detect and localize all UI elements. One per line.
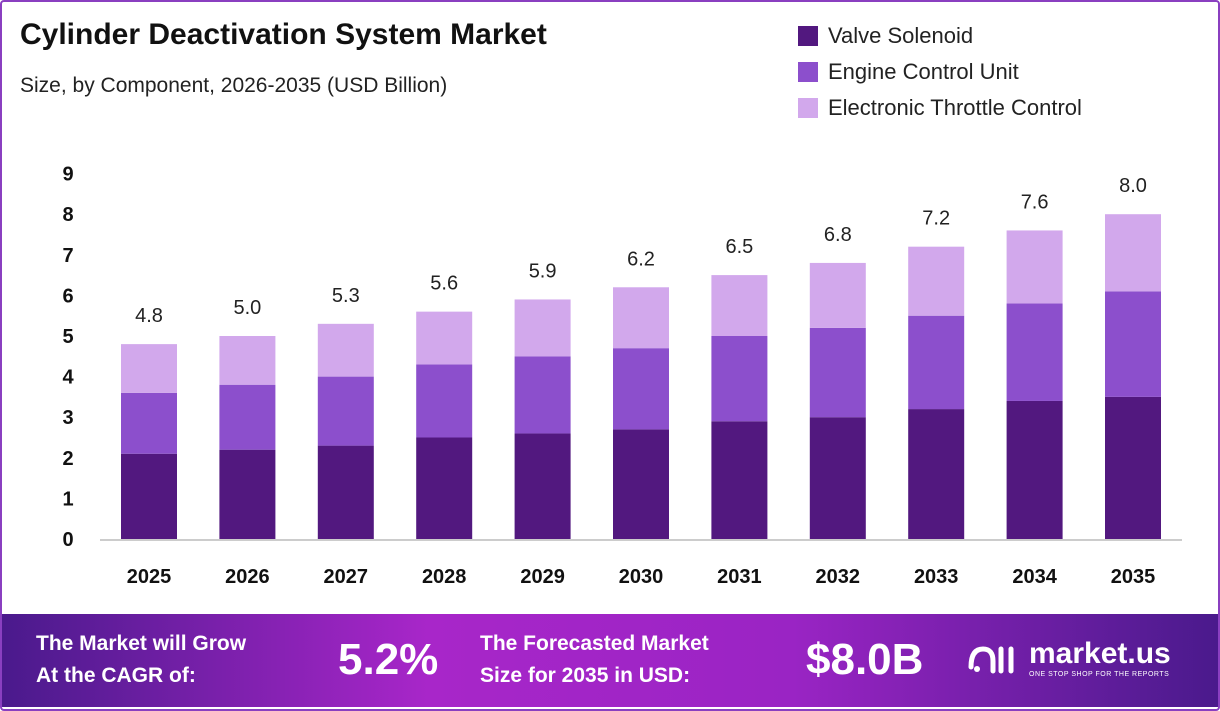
bar-segment-electronic-throttle-control	[1105, 214, 1161, 292]
y-tick-label: 2	[62, 448, 73, 470]
bar-total-label: 6.2	[627, 248, 655, 270]
x-tick-label: 2031	[717, 566, 762, 588]
legend: Valve Solenoid Engine Control Unit Elect…	[798, 18, 1082, 126]
cagr-value: 5.2%	[338, 635, 439, 684]
legend-label: Engine Control Unit	[828, 59, 1019, 84]
y-tick-label: 0	[62, 529, 73, 551]
bar-segment-valve-solenoid	[908, 409, 965, 539]
bar-total-label: 7.6	[1021, 191, 1049, 213]
stacked-bar-chart: 0 1 2 3 4 5 6 7 8 9 4.8 2025 5.0 2026 5.3 2027 5.6 2028 5.…	[62, 164, 1182, 588]
bar-total-label: 7.2	[922, 208, 950, 230]
y-tick-label: 9	[62, 164, 73, 186]
bar-segment-valve-solenoid	[809, 417, 866, 539]
forecast-label-line: The Forecasted Market	[480, 632, 709, 655]
chart-title: Cylinder Deactivation System Market	[20, 18, 547, 51]
bar-segment-engine-control-unit	[613, 348, 669, 430]
y-tick-label: 6	[62, 285, 73, 307]
y-tick-label: 4	[62, 367, 74, 389]
bar-total-label: 6.8	[824, 224, 852, 246]
bar-total-label: 8.0	[1119, 175, 1147, 197]
bar-segment-electronic-throttle-control	[613, 287, 669, 349]
legend-swatch	[798, 62, 818, 82]
bar-segment-valve-solenoid	[514, 433, 571, 539]
bar-segment-electronic-throttle-control	[317, 323, 374, 377]
market-us-logo: market.us ONE STOP SHOP FOR THE REPORTS	[967, 638, 1171, 679]
logo-tagline: ONE STOP SHOP FOR THE REPORTS	[1029, 671, 1170, 678]
bar-segment-electronic-throttle-control	[121, 344, 177, 393]
bar-segment-engine-control-unit	[1105, 291, 1161, 397]
bar-segment-valve-solenoid	[613, 429, 669, 539]
bar-total-label: 5.0	[233, 297, 261, 319]
bar-segment-engine-control-unit	[219, 384, 276, 450]
bar-segment-electronic-throttle-control	[1006, 230, 1063, 304]
bar-segment-engine-control-unit	[1006, 303, 1063, 401]
bar-segment-valve-solenoid	[416, 437, 473, 539]
bar-total-label: 5.3	[332, 285, 360, 307]
y-tick-label: 5	[62, 326, 73, 348]
bar-segment-electronic-throttle-control	[711, 275, 768, 336]
bar-segment-engine-control-unit	[908, 315, 965, 410]
bar-total-label: 5.9	[529, 260, 557, 282]
x-tick-label: 2030	[619, 566, 664, 588]
forecast-label-line: Size for 2035 in USD:	[480, 664, 691, 687]
cagr-label-line: At the CAGR of:	[36, 664, 196, 687]
bar-segment-electronic-throttle-control	[908, 246, 965, 316]
footer-banner: The Market will Grow At the CAGR of: 5.2%…	[2, 614, 1218, 707]
x-tick-label: 2034	[1012, 566, 1057, 588]
x-tick-label: 2027	[324, 566, 369, 588]
legend-item-valve-solenoid: Valve Solenoid	[798, 18, 1082, 54]
bar-segment-engine-control-unit	[809, 327, 866, 418]
legend-swatch	[798, 26, 818, 46]
x-tick-label: 2025	[127, 566, 172, 588]
bar-total-label: 6.5	[725, 236, 753, 258]
x-tick-label: 2035	[1111, 566, 1156, 588]
forecast-label: The Forecasted Market Size for 2035 in US…	[480, 628, 709, 692]
bar-total-label: 5.6	[430, 273, 458, 295]
legend-item-engine-control-unit: Engine Control Unit	[798, 54, 1082, 90]
bar-segment-electronic-throttle-control	[219, 336, 276, 385]
cagr-label-line: The Market will Grow	[36, 632, 247, 655]
bar-segment-engine-control-unit	[514, 356, 571, 434]
x-tick-label: 2029	[520, 566, 565, 588]
bar-segment-engine-control-unit	[711, 336, 768, 422]
bar-segment-valve-solenoid	[711, 421, 768, 539]
bar-segment-electronic-throttle-control	[514, 299, 571, 357]
x-tick-label: 2028	[422, 566, 467, 588]
bar-segment-valve-solenoid	[121, 453, 177, 539]
legend-item-electronic-throttle-control: Electronic Throttle Control	[798, 90, 1082, 126]
legend-label: Electronic Throttle Control	[828, 95, 1082, 120]
x-tick-label: 2026	[225, 566, 270, 588]
bar-segment-engine-control-unit	[121, 392, 177, 454]
legend-label: Valve Solenoid	[828, 23, 974, 48]
y-tick-label: 1	[62, 488, 73, 510]
bar-total-label: 4.8	[135, 305, 163, 327]
bar-segment-valve-solenoid	[1006, 400, 1063, 539]
market-us-logo-icon	[968, 645, 1014, 673]
logo-name: market.us	[1029, 637, 1171, 670]
y-tick-label: 7	[62, 245, 73, 267]
x-tick-label: 2032	[816, 566, 861, 588]
forecast-value: $8.0B	[806, 635, 924, 684]
legend-swatch	[798, 98, 818, 118]
bar-segment-engine-control-unit	[416, 364, 473, 438]
bar-segment-valve-solenoid	[317, 445, 374, 539]
y-tick-label: 8	[62, 204, 73, 226]
y-tick-label: 3	[62, 407, 73, 429]
bar-segment-valve-solenoid	[219, 449, 276, 539]
x-tick-label: 2033	[914, 566, 959, 588]
chart-subtitle: Size, by Component, 2026-2035 (USD Billi…	[20, 74, 448, 97]
bar-segment-valve-solenoid	[1105, 396, 1161, 539]
bar-segment-engine-control-unit	[317, 376, 374, 446]
bar-segment-electronic-throttle-control	[416, 311, 473, 365]
bar-segment-electronic-throttle-control	[809, 262, 866, 328]
cagr-label: The Market will Grow At the CAGR of:	[36, 628, 246, 692]
